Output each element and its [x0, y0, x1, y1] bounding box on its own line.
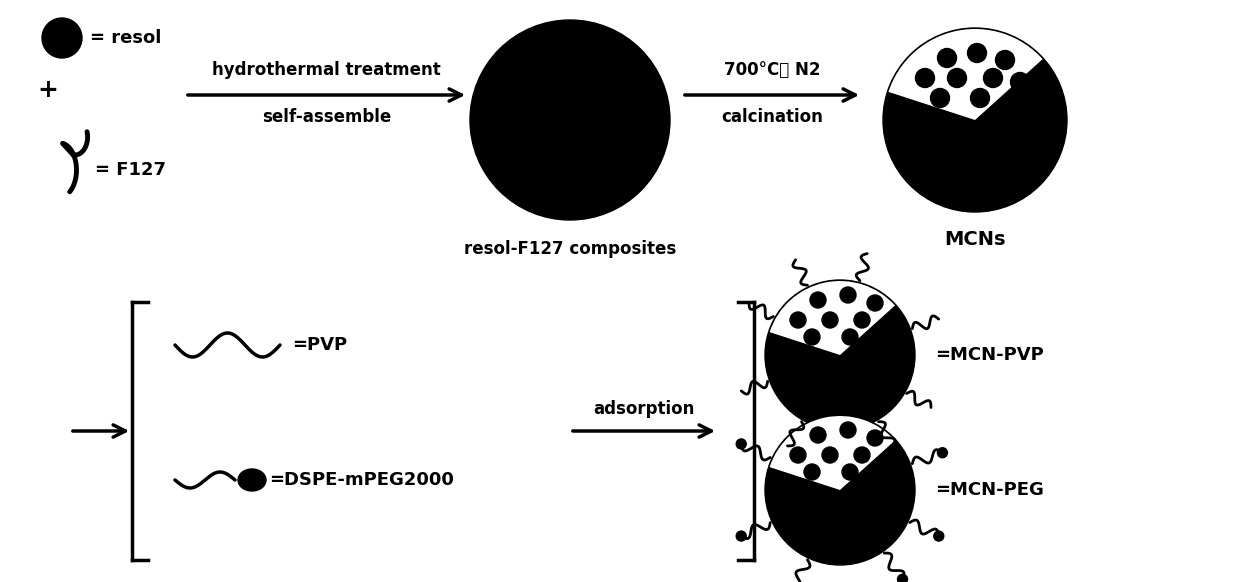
Circle shape	[937, 48, 956, 68]
Circle shape	[804, 464, 820, 480]
Text: +: +	[37, 78, 58, 102]
Circle shape	[839, 287, 856, 303]
Circle shape	[870, 332, 887, 348]
Circle shape	[867, 295, 883, 311]
Circle shape	[863, 379, 873, 390]
Circle shape	[737, 531, 746, 541]
Text: hydrothermal treatment: hydrothermal treatment	[212, 61, 441, 79]
Circle shape	[983, 69, 1002, 87]
Circle shape	[883, 28, 1066, 212]
Circle shape	[790, 447, 806, 463]
Ellipse shape	[238, 469, 267, 491]
Text: =PVP: =PVP	[291, 336, 347, 354]
Circle shape	[870, 467, 887, 483]
Wedge shape	[770, 281, 895, 355]
Circle shape	[842, 464, 858, 480]
Circle shape	[854, 312, 870, 328]
Circle shape	[839, 422, 856, 438]
Circle shape	[996, 51, 1014, 69]
Circle shape	[854, 447, 870, 463]
Circle shape	[947, 69, 966, 87]
Circle shape	[765, 415, 915, 565]
Circle shape	[810, 292, 826, 308]
Text: =MCN-PVP: =MCN-PVP	[935, 346, 1044, 364]
Circle shape	[737, 439, 746, 449]
Text: =MCN-PEG: =MCN-PEG	[935, 481, 1044, 499]
Circle shape	[470, 20, 670, 220]
Circle shape	[42, 18, 82, 58]
Text: resol-F127 composites: resol-F127 composites	[464, 240, 676, 258]
Text: MCNs: MCNs	[944, 230, 1006, 249]
Circle shape	[804, 329, 820, 345]
Circle shape	[790, 312, 806, 328]
Text: calcination: calcination	[722, 108, 823, 126]
Circle shape	[797, 382, 807, 393]
Circle shape	[810, 427, 826, 443]
Circle shape	[934, 531, 944, 541]
Text: =DSPE-mPEG2000: =DSPE-mPEG2000	[269, 471, 454, 489]
Wedge shape	[770, 416, 895, 490]
Circle shape	[1011, 73, 1029, 91]
Text: = F127: = F127	[95, 161, 166, 179]
Text: 700°C， N2: 700°C， N2	[724, 61, 820, 79]
Text: = resol: = resol	[91, 29, 161, 47]
Circle shape	[842, 329, 858, 345]
Circle shape	[1003, 90, 1023, 109]
Circle shape	[937, 448, 947, 457]
Circle shape	[915, 69, 935, 87]
Circle shape	[971, 88, 990, 108]
Circle shape	[822, 447, 838, 463]
Circle shape	[822, 312, 838, 328]
Wedge shape	[888, 29, 1043, 120]
Circle shape	[930, 88, 950, 108]
Circle shape	[967, 44, 987, 62]
Circle shape	[898, 574, 908, 582]
Circle shape	[765, 280, 915, 430]
Text: adsorption: adsorption	[593, 400, 694, 418]
Text: self-assemble: self-assemble	[262, 108, 391, 126]
Circle shape	[867, 430, 883, 446]
